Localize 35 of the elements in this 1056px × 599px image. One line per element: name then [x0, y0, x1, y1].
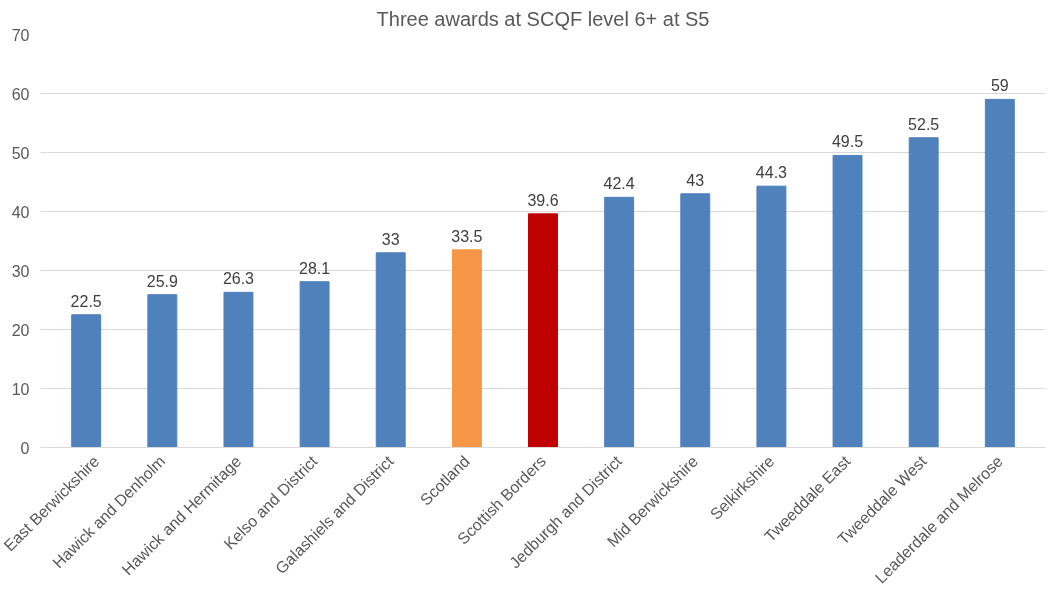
bar [908, 137, 939, 448]
data-label: 42.4 [603, 175, 635, 193]
bar [604, 196, 635, 448]
bar [299, 281, 330, 448]
data-label: 59 [990, 77, 1009, 95]
chart-title: Three awards at SCQF level 6+ at S5 [376, 7, 710, 30]
y-tick-label: 70 [11, 26, 30, 44]
y-tick-label: 30 [11, 262, 30, 280]
bar [451, 249, 482, 448]
bar [223, 291, 254, 448]
data-label: 44.3 [755, 164, 788, 182]
data-label: 22.5 [70, 292, 102, 310]
y-tick-label: 20 [11, 321, 30, 339]
y-tick-label: 0 [20, 439, 30, 457]
y-tick-label: 40 [11, 203, 30, 221]
data-label: 28.1 [299, 259, 331, 277]
bar [984, 98, 1015, 448]
bar [147, 294, 178, 448]
bar [756, 185, 787, 448]
y-tick-label: 50 [11, 144, 30, 162]
bar [680, 193, 711, 448]
bar [71, 314, 102, 448]
data-label: 25.9 [146, 272, 178, 290]
bar [528, 213, 558, 448]
y-tick-label: 60 [11, 85, 30, 103]
data-label: 52.5 [908, 115, 940, 133]
data-label: 43 [686, 171, 705, 189]
bar [375, 252, 406, 448]
data-label: 33 [381, 230, 400, 248]
data-label: 39.6 [527, 191, 559, 209]
data-label: 49.5 [831, 133, 864, 151]
data-label: 33.5 [451, 227, 483, 245]
y-tick-label: 10 [11, 380, 30, 398]
data-label: 26.3 [222, 270, 255, 288]
bar [832, 154, 863, 448]
